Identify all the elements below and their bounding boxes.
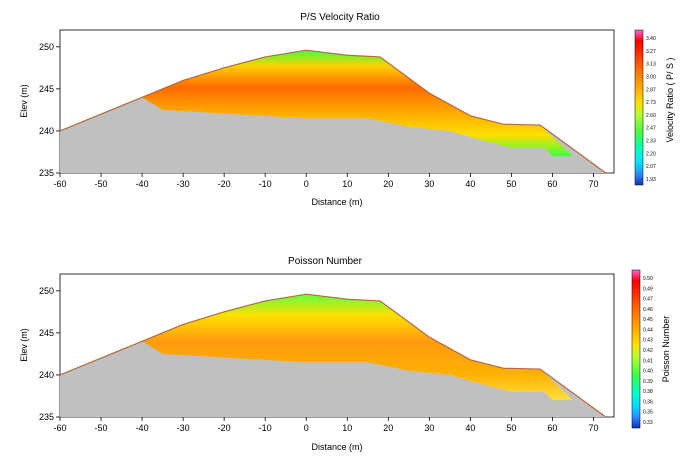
colorbar-tick-label: 2.20 (646, 151, 656, 157)
x-tick-label: -40 (136, 423, 149, 433)
x-tick-label: 40 (465, 423, 475, 433)
model-body (142, 50, 573, 157)
x-tick-label: -20 (218, 179, 231, 189)
colorbar-tick-label: 0.47 (643, 297, 653, 303)
colorbar-tick-label: 0.38 (643, 389, 653, 395)
x-tick-label: -50 (95, 179, 108, 189)
x-tick-label: -20 (218, 423, 231, 433)
colorbar-tick-label: 0.46 (643, 307, 653, 313)
x-tick-label: -10 (259, 423, 272, 433)
y-tick-label: 235 (39, 168, 54, 178)
x-tick-label: -40 (136, 179, 149, 189)
x-tick-label: 20 (383, 423, 393, 433)
colorbar-tick-label: 2.07 (646, 164, 656, 170)
x-tick-label: 50 (506, 423, 516, 433)
chart-poisson-number: Poisson Number -60 -50 -40 -30 -20 -10 0 10 20 30… (19, 256, 671, 452)
y-tick-label: 245 (39, 84, 54, 94)
colorbar-tick-label: 0.36 (643, 399, 653, 405)
x-tick-label: 30 (424, 423, 434, 433)
y-tick-label: 240 (39, 126, 54, 136)
x-tick-label: 70 (588, 423, 598, 433)
x-tick-label: 10 (342, 179, 352, 189)
x-tick-label: 60 (547, 179, 557, 189)
colorbar-tick-label: 0.42 (643, 348, 653, 354)
colorbar-label: Poisson Number (661, 316, 671, 383)
colorbar-tick-label: 3.13 (646, 62, 656, 68)
colorbar-tick-label: 0.50 (643, 276, 653, 282)
y-tick-label: 250 (39, 286, 54, 296)
colorbar-tick-label: 0.35 (643, 410, 653, 416)
colorbar-tick-label: 2.47 (646, 126, 656, 132)
colorbar-tick-label: 0.33 (643, 420, 653, 426)
x-tick-label: -60 (53, 179, 66, 189)
x-tick-label: 30 (424, 179, 434, 189)
colorbar (634, 29, 644, 186)
y-tick-label: 235 (39, 412, 54, 422)
colorbar-tick-label: 3.40 (646, 36, 656, 42)
colorbar-tick-label: 0.40 (643, 369, 653, 375)
x-axis-label: Distance (m) (311, 442, 362, 452)
colorbar (631, 269, 641, 429)
colorbar-ticks: 0.50 0.49 0.47 0.46 0.45 0.44 0.43 0.42 0.41 0.40… (643, 276, 653, 426)
colorbar-tick-label: 3.27 (646, 49, 656, 55)
x-tick-label: 0 (304, 179, 309, 189)
x-ticks: -60 -50 -40 -30 -20 -10 0 10 20 30 40 50 60 70 (53, 417, 598, 433)
colorbar-tick-label: 0.44 (643, 327, 653, 333)
x-tick-label: 50 (506, 179, 516, 189)
colorbar-tick-label: 0.43 (643, 338, 653, 344)
colorbar-ticks: 3.40 3.27 3.13 3.00 2.87 2.73 2.60 2.47 2.33 2.20… (646, 36, 656, 183)
colorbar-tick-label: 2.60 (646, 113, 656, 119)
x-tick-label: -50 (95, 423, 108, 433)
y-axis-label: Elev (m) (19, 84, 29, 118)
colorbar-tick-label: 0.49 (643, 286, 653, 292)
y-tick-label: 240 (39, 370, 54, 380)
y-tick-label: 250 (39, 42, 54, 52)
x-ticks: -60 -50 -40 -30 -20 -10 0 10 20 30 40 50 60 70 (53, 173, 598, 189)
x-tick-label: 60 (547, 423, 557, 433)
x-tick-label: -60 (53, 423, 66, 433)
colorbar-tick-label: 1.93 (646, 177, 656, 183)
colorbar-tick-label: 0.45 (643, 317, 653, 323)
colorbar-tick-label: 2.33 (646, 139, 656, 145)
x-tick-label: -10 (259, 179, 272, 189)
x-tick-label: 20 (383, 179, 393, 189)
colorbar-label: Velocity Ratio ( P/ S ) (665, 57, 675, 142)
y-ticks: 235 240 245 250 (39, 42, 60, 178)
x-tick-label: 40 (465, 179, 475, 189)
y-tick-label: 245 (39, 328, 54, 338)
surface-line (59, 49, 607, 174)
chart-velocity-ratio: P/S Velocity Ratio -60 -50 -40 -30 -20 -10 0 10… (19, 12, 675, 207)
colorbar-tick-label: 0.41 (643, 358, 653, 364)
colorbar-tick-label: 2.73 (646, 100, 656, 106)
colorbar-tick-label: 3.00 (646, 74, 656, 80)
colorbar-tick-label: 0.39 (643, 379, 653, 385)
surface-line (59, 293, 607, 418)
y-ticks: 235 240 245 250 (39, 286, 60, 422)
x-tick-label: -30 (177, 179, 190, 189)
x-tick-label: 70 (588, 179, 598, 189)
x-tick-label: 10 (342, 423, 352, 433)
model-body (142, 294, 573, 401)
y-axis-label: Elev (m) (19, 328, 29, 362)
colorbar-tick-label: 2.87 (646, 87, 656, 93)
chart-title: P/S Velocity Ratio (300, 12, 380, 23)
x-tick-label: 0 (304, 423, 309, 433)
chart-title: Poisson Number (288, 256, 363, 267)
x-axis-label: Distance (m) (311, 197, 362, 207)
x-tick-label: -30 (177, 423, 190, 433)
